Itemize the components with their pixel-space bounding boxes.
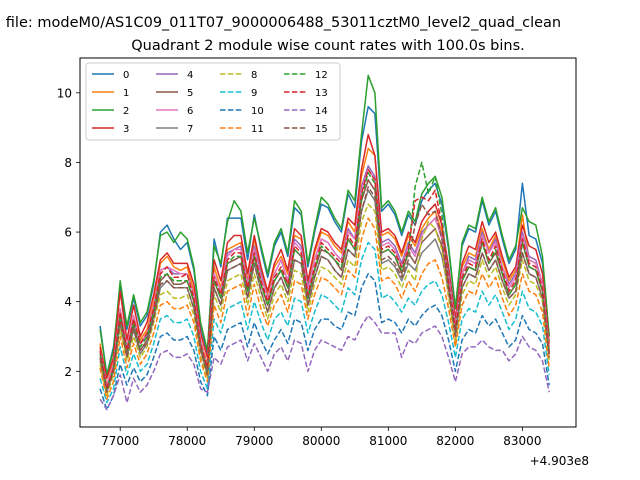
y-tick-label: 4	[64, 295, 72, 309]
y-tick-label: 6	[64, 226, 72, 240]
series-14-line	[99, 314, 550, 411]
legend-label-11: 11	[251, 124, 264, 135]
series-12-line	[99, 161, 550, 390]
legend-label-12: 12	[315, 70, 328, 81]
legend-label-14: 14	[315, 106, 328, 117]
y-tick-label: 8	[64, 156, 72, 170]
axes-frame	[79, 57, 577, 428]
chart-title: Quadrant 2 module wise count rates with …	[131, 38, 525, 54]
legend-label-9: 9	[251, 88, 257, 99]
figure-suptitle: n file: modeM0/AS1C09_011T07_9000006488_…	[0, 15, 561, 31]
series-15-line	[99, 186, 550, 393]
series-13-line	[99, 168, 550, 390]
legend-label-4: 4	[187, 70, 193, 81]
series-11-line	[99, 217, 550, 400]
legend-label-3: 3	[123, 124, 129, 135]
legend-frame	[85, 62, 341, 141]
legend-label-7: 7	[187, 124, 193, 135]
x-tick-label: 83000	[503, 434, 541, 448]
plot-area: 77000 78000 79000 80000 81000 82000 83000 2 4 6 8…	[57, 57, 577, 448]
series-9-line	[99, 241, 550, 404]
legend-label-1: 1	[123, 88, 129, 99]
legend-label-0: 0	[123, 70, 129, 81]
series-6-line	[99, 168, 550, 386]
x-tick-label: 82000	[436, 434, 474, 448]
y-tick-label: 10	[57, 86, 72, 100]
legend-label-10: 10	[251, 106, 264, 117]
legend-label-2: 2	[123, 106, 129, 117]
legend-label-6: 6	[187, 106, 193, 117]
x-tick-label: 80000	[302, 434, 340, 448]
series-layer	[99, 74, 550, 411]
x-tick-label: 79000	[235, 434, 273, 448]
x-tick-label: 77000	[101, 434, 139, 448]
legend-label-13: 13	[315, 88, 328, 99]
legend-label-5: 5	[187, 88, 193, 99]
series-5-line	[99, 179, 550, 393]
series-3-line	[99, 133, 550, 380]
legend-label-8: 8	[251, 70, 257, 81]
series-8-line	[99, 203, 550, 397]
series-2-line	[99, 74, 550, 376]
y-axis: 2 4 6 8 10	[57, 86, 80, 379]
series-1-line	[99, 147, 550, 386]
series-10-line	[99, 273, 550, 411]
x-tick-label: 81000	[369, 434, 407, 448]
y-tick-label: 2	[64, 365, 72, 379]
legend-label-15: 15	[315, 124, 328, 135]
x-axis-offset-label: +4.903e8	[530, 454, 589, 468]
x-axis: 77000 78000 79000 80000 81000 82000 83000	[101, 427, 541, 448]
x-tick-label: 78000	[168, 434, 206, 448]
